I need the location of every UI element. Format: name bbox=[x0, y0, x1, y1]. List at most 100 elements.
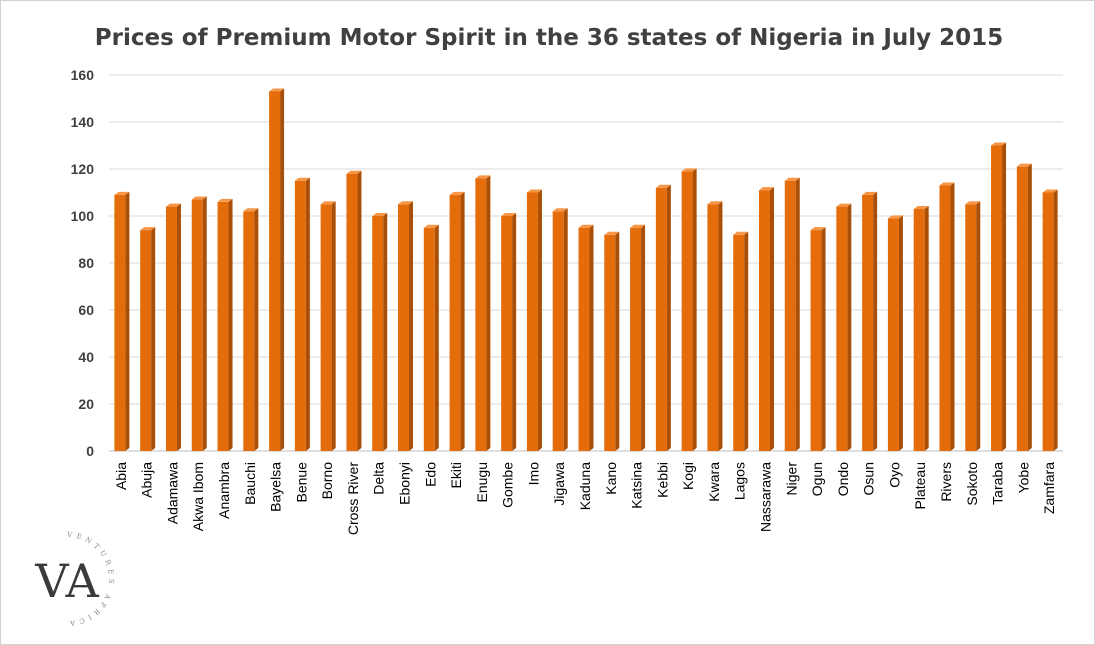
x-category-label: Kwara bbox=[706, 462, 722, 502]
bar-side bbox=[666, 184, 671, 452]
x-category-label: Nassarawa bbox=[757, 462, 773, 532]
x-category-label: Akwa Ibom bbox=[190, 462, 206, 531]
bar bbox=[887, 215, 903, 451]
bar-front bbox=[269, 91, 281, 451]
bar-top bbox=[939, 182, 955, 186]
bar bbox=[114, 191, 130, 451]
bar-front bbox=[372, 216, 384, 451]
bar-front bbox=[1016, 166, 1028, 451]
bar-side bbox=[898, 215, 903, 451]
bar-top bbox=[140, 227, 156, 231]
bar-top bbox=[243, 208, 259, 212]
bar-side bbox=[976, 201, 981, 451]
bar-top bbox=[526, 189, 542, 193]
bar-front bbox=[991, 145, 1003, 451]
bar bbox=[398, 201, 414, 451]
bar-top bbox=[346, 170, 362, 174]
bar-side bbox=[641, 224, 646, 451]
bar-top bbox=[784, 177, 800, 181]
bar-side bbox=[176, 203, 181, 451]
x-category-label: Plateau bbox=[912, 462, 928, 509]
bar-front bbox=[939, 185, 951, 451]
x-category-label: Delta bbox=[371, 462, 387, 495]
x-category-label: Anambra bbox=[216, 462, 232, 519]
bar-side bbox=[873, 191, 878, 451]
x-category-label: Abia bbox=[113, 462, 129, 490]
bar-side bbox=[409, 201, 414, 451]
bar-front bbox=[758, 190, 770, 451]
x-category-label: Kogi bbox=[680, 462, 696, 490]
bar-top bbox=[114, 191, 130, 195]
bar bbox=[681, 168, 697, 451]
bar bbox=[810, 227, 826, 451]
x-category-label: Niger bbox=[783, 462, 799, 496]
bar-top bbox=[372, 213, 388, 216]
bar-top bbox=[965, 201, 981, 205]
bar bbox=[294, 177, 310, 451]
bar-front bbox=[862, 194, 874, 451]
bar bbox=[475, 175, 491, 451]
bar-front bbox=[526, 192, 538, 451]
bar-top bbox=[810, 227, 826, 231]
bar-side bbox=[151, 227, 156, 451]
x-category-label: Benue bbox=[293, 462, 309, 503]
y-axis-ticks: 0 20 40 60 80 100 120 140 160 bbox=[71, 67, 95, 459]
bar-front bbox=[114, 194, 126, 451]
bar-top bbox=[758, 187, 774, 191]
bar-side bbox=[821, 227, 826, 451]
bar-front bbox=[294, 180, 306, 451]
bar-top bbox=[630, 224, 646, 228]
bar-front bbox=[836, 206, 848, 451]
bar bbox=[630, 224, 646, 451]
bar-side bbox=[1002, 142, 1007, 451]
bar-front bbox=[217, 201, 229, 451]
x-category-label: Sokoto bbox=[964, 462, 980, 506]
bar bbox=[372, 213, 388, 451]
x-category-label: Katsina bbox=[629, 462, 645, 509]
x-category-label: Edo bbox=[422, 462, 438, 487]
bar bbox=[140, 227, 156, 451]
bar bbox=[784, 177, 800, 451]
bar bbox=[243, 208, 259, 451]
bar bbox=[604, 231, 620, 451]
bar bbox=[1016, 163, 1032, 451]
x-category-label: Imo bbox=[525, 462, 541, 486]
bar-top bbox=[423, 224, 439, 228]
bar bbox=[449, 191, 465, 451]
x-category-label: Oyo bbox=[886, 462, 902, 488]
bar-front bbox=[913, 208, 925, 451]
bar-front bbox=[578, 227, 590, 451]
bar-top bbox=[1016, 163, 1032, 167]
bar-side bbox=[589, 224, 594, 451]
bar-front bbox=[501, 216, 513, 451]
bar-side bbox=[434, 224, 439, 451]
bar-top bbox=[1042, 189, 1058, 193]
bar bbox=[578, 224, 594, 451]
bar bbox=[423, 224, 439, 451]
bar-front bbox=[1042, 192, 1054, 451]
bar-side bbox=[744, 231, 749, 451]
bar-top bbox=[655, 184, 671, 188]
logo-monogram: VA bbox=[34, 554, 99, 608]
bar-side bbox=[512, 213, 517, 451]
x-category-label: Borno bbox=[319, 462, 335, 500]
bar-side bbox=[718, 201, 723, 451]
bar bbox=[965, 201, 981, 451]
bar-front bbox=[398, 204, 410, 451]
y-tick-label: 40 bbox=[78, 349, 94, 365]
x-category-label: Ekiti bbox=[448, 462, 464, 488]
bar-top bbox=[320, 201, 336, 205]
bar-top bbox=[165, 203, 181, 207]
bar-top bbox=[733, 231, 749, 235]
bar-front bbox=[604, 234, 616, 451]
bar-top bbox=[294, 177, 310, 181]
bar-front bbox=[887, 218, 899, 451]
x-category-label: Lagos bbox=[732, 462, 748, 500]
bar bbox=[862, 191, 878, 451]
bar bbox=[707, 201, 723, 451]
bar-side bbox=[950, 182, 955, 451]
bar-front bbox=[655, 187, 667, 452]
bar bbox=[501, 213, 517, 451]
bar-top bbox=[991, 142, 1007, 146]
